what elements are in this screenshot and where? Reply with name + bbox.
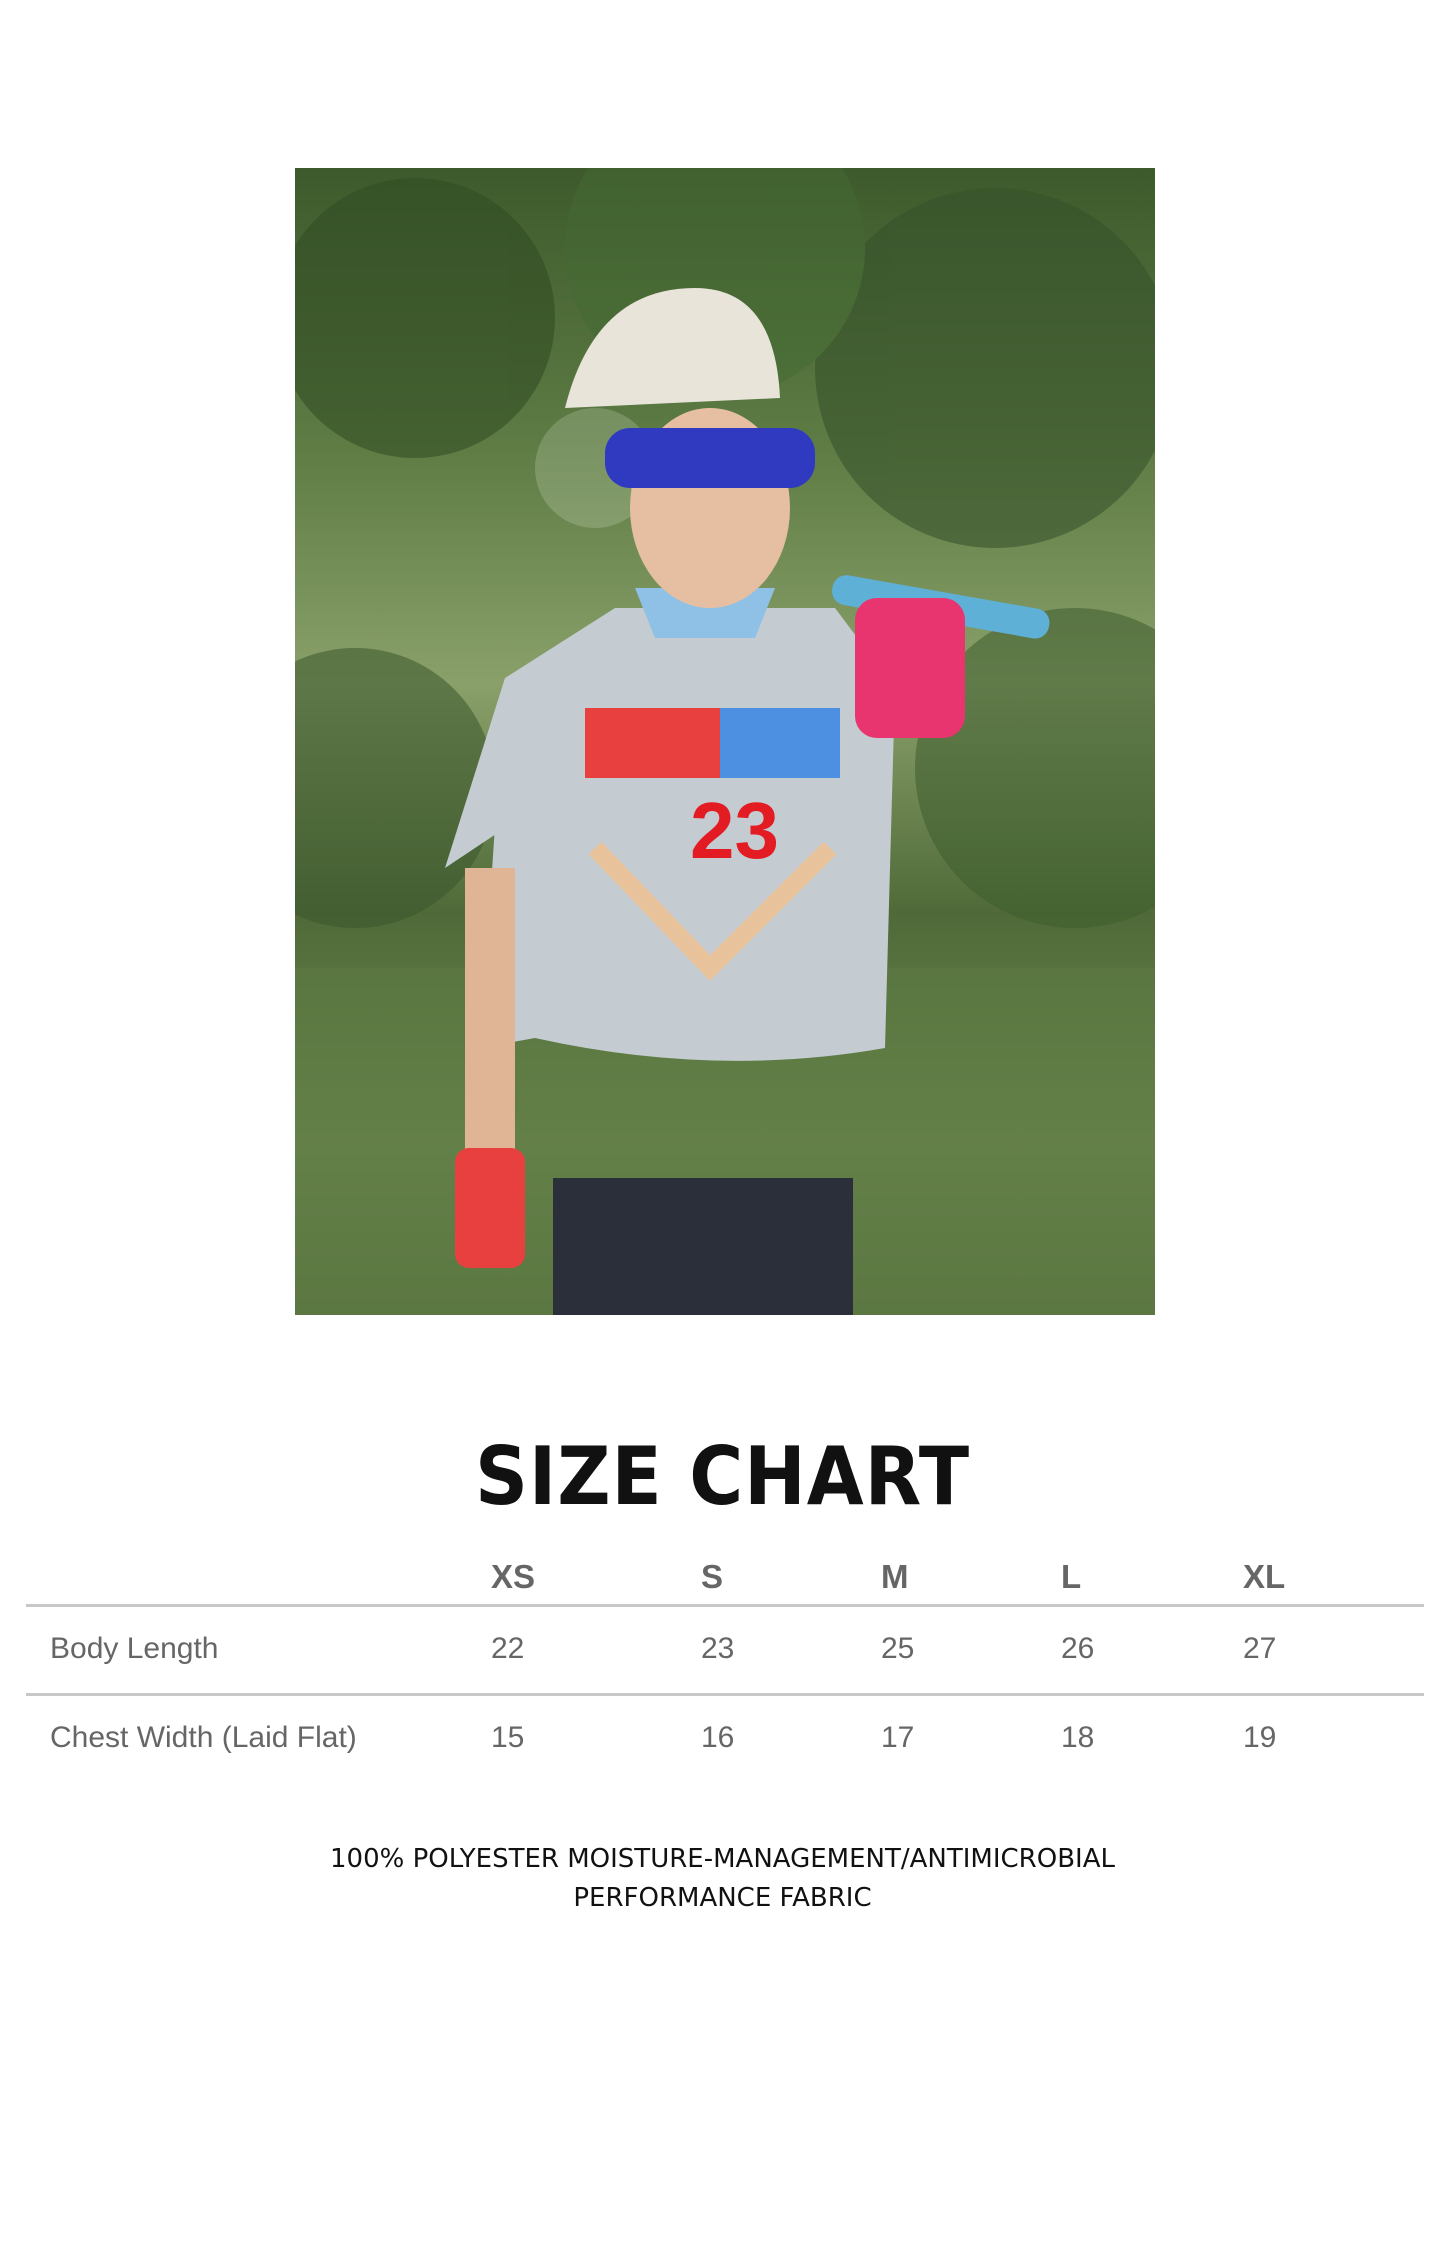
row-label: Body Length (50, 1632, 219, 1665)
cell-value: 19 (1243, 1721, 1277, 1754)
cell-value: 22 (491, 1632, 525, 1665)
cell-value: 27 (1243, 1632, 1277, 1665)
cell-value: 25 (881, 1632, 915, 1665)
cell-value: 26 (1061, 1632, 1095, 1665)
cell-value: 23 (701, 1632, 735, 1665)
cell-value: 17 (881, 1721, 915, 1754)
cell-value: 15 (491, 1721, 525, 1754)
fabric-description: 100% POLYESTER MOISTURE-MANAGEMENT/ANTIM… (0, 1840, 1445, 1918)
cell-value: 18 (1061, 1721, 1095, 1754)
column-header-s: S (701, 1558, 724, 1595)
cell-value: 16 (701, 1721, 735, 1754)
divider (26, 1693, 1424, 1696)
column-header-xl: XL (1243, 1558, 1286, 1595)
product-photo: 23 (295, 168, 1155, 1315)
column-header-l: L (1061, 1558, 1082, 1595)
page-title: SIZE CHART (474, 1430, 970, 1523)
row-label: Chest Width (Laid Flat) (50, 1721, 357, 1754)
fabric-line-2: PERFORMANCE FABRIC (573, 1883, 872, 1913)
fabric-line-1: 100% POLYESTER MOISTURE-MANAGEMENT/ANTIM… (330, 1844, 1115, 1874)
column-header-xs: XS (491, 1558, 536, 1595)
column-header-m: M (881, 1558, 909, 1595)
divider (26, 1604, 1424, 1607)
svg-text:23: 23 (690, 786, 779, 875)
